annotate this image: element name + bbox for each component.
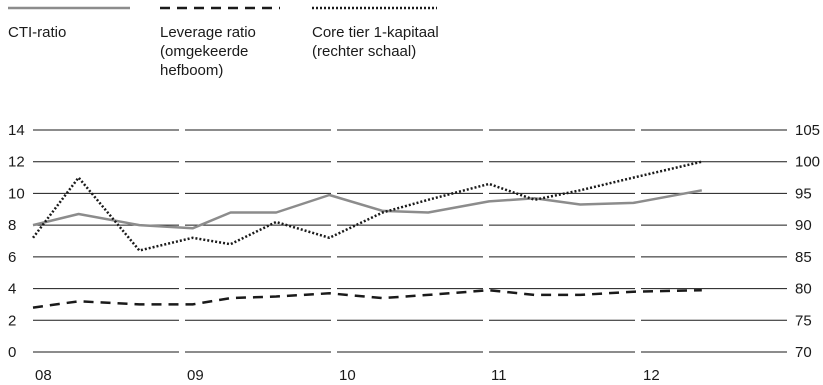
legend-item-leverage: Leverage ratio (omgekeerde hefboom) xyxy=(160,0,300,80)
y-left-tick-label: 8 xyxy=(8,217,16,234)
y-left-tick-label: 2 xyxy=(8,312,16,329)
legend-swatch-leverage xyxy=(160,6,280,10)
y-left-tick-label: 6 xyxy=(8,249,16,266)
series-line-1 xyxy=(32,288,702,309)
legend-swatch-cti xyxy=(8,6,130,10)
legend-label-core-tier: Core tier 1-kapitaal (rechter schaal) xyxy=(312,24,439,60)
legend-item-cti: CTI-ratio xyxy=(8,0,138,42)
legend-label-cti: CTI-ratio xyxy=(8,24,67,41)
x-tick-label: 08 xyxy=(35,367,52,384)
y-left-tick-label: 0 xyxy=(8,344,16,361)
x-tick-label: 12 xyxy=(643,367,660,384)
y-right-tick-label: 80 xyxy=(795,281,812,298)
x-tick-label: 11 xyxy=(491,367,507,384)
y-right-tick-label: 75 xyxy=(795,312,812,329)
legend-label-leverage: Leverage ratio (omgekeerde hefboom) xyxy=(160,24,256,79)
y-right-tick-label: 100 xyxy=(795,154,820,171)
y-right-tick-label: 70 xyxy=(795,344,812,361)
y-left-tick-label: 12 xyxy=(8,154,25,171)
y-left-tick-label: 14 xyxy=(8,122,25,139)
y-right-tick-label: 95 xyxy=(795,185,812,202)
y-left-tick-label: 4 xyxy=(8,281,16,298)
legend-item-core-tier: Core tier 1-kapitaal (rechter schaal) xyxy=(312,0,512,61)
y-right-tick-label: 105 xyxy=(795,122,820,139)
x-tick-label: 10 xyxy=(339,367,356,384)
legend-swatch-core-tier xyxy=(312,6,437,10)
y-right-tick-label: 85 xyxy=(795,249,812,266)
y-right-tick-label: 90 xyxy=(795,217,812,234)
gridlines xyxy=(33,129,787,353)
y-left-tick-label: 10 xyxy=(8,185,25,202)
x-tick-label: 09 xyxy=(187,367,204,384)
series-line-0 xyxy=(32,189,703,230)
